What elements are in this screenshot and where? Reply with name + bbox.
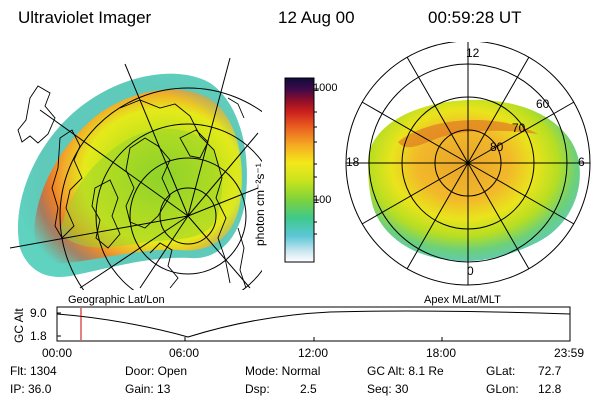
mode-value: Mode: Normal <box>245 364 321 378</box>
instrument-title: Ultraviolet Imager <box>18 8 152 27</box>
geographic-image-panel <box>9 57 262 290</box>
gc-altitude: GC Alt: 8.1 Re <box>367 364 444 378</box>
colorbar-gradient <box>284 77 315 263</box>
altitude-plot <box>56 306 571 342</box>
time-label: 00:59:28 UT <box>428 8 522 27</box>
colorbar-ticks <box>314 88 319 235</box>
colorbar-tick-1000: 1000 <box>313 82 338 94</box>
glat-label: GLat: <box>486 364 516 378</box>
date-label: 12 Aug 00 <box>278 8 355 27</box>
sequence-number: Seq: 30 <box>367 382 409 396</box>
altitude-ytick-high: 9.0 <box>30 306 47 320</box>
door-status: Door: Open <box>125 364 188 378</box>
altitude-xtick-0600: 06:00 <box>169 346 200 360</box>
altitude-xtick-1200: 12:00 <box>298 346 329 360</box>
ip-value: IP: 36.0 <box>10 382 52 396</box>
polar-auroral-image <box>368 99 580 262</box>
apex-polar-panel <box>345 42 591 286</box>
latlon-grid <box>9 57 262 290</box>
altitude-plot-ticks <box>57 312 443 341</box>
right-panel-caption: Apex MLat/MLT <box>424 294 501 306</box>
mlt-label-12: 12 <box>466 46 480 60</box>
altitude-xtick-0000: 00:00 <box>42 346 73 360</box>
gain-value: Gain: 13 <box>125 382 171 396</box>
glon-value: 12.8 <box>538 382 562 396</box>
mlat-label-60: 60 <box>536 97 550 111</box>
dsp-value: 2.5 <box>300 382 317 396</box>
colorbar-tick-100: 100 <box>313 194 332 206</box>
auroral-image <box>18 73 247 277</box>
mlt-label-6: 6 <box>578 155 585 169</box>
coastlines <box>17 85 247 289</box>
mlat-label-80: 80 <box>490 140 504 154</box>
altitude-xtick-1800: 18:00 <box>426 346 457 360</box>
altitude-curve <box>56 310 571 338</box>
mlt-label-18: 18 <box>346 155 360 169</box>
mlt-label-0: 0 <box>467 264 474 278</box>
flight-number: Flt: 1304 <box>10 364 57 378</box>
altitude-ytick-low: 1.8 <box>30 329 47 343</box>
glat-value: 72.7 <box>538 364 562 378</box>
altitude-xtick-2359: 23:59 <box>554 346 585 360</box>
colorbar <box>284 77 319 263</box>
polar-grid <box>345 42 591 286</box>
glon-label: GLon: <box>486 382 519 396</box>
mlat-label-70: 70 <box>512 121 526 135</box>
dsp-label: Dsp: <box>245 382 270 396</box>
left-panel-caption: Geographic Lat/Lon <box>68 294 165 306</box>
colorbar-label: photon cm⁻²s⁻¹ <box>253 163 267 246</box>
altitude-ylabel: GC Alt <box>12 308 26 343</box>
